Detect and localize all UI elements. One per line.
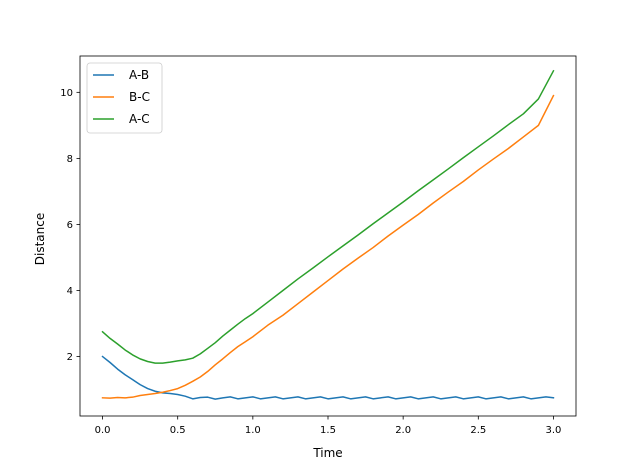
y-tick-label: 4 bbox=[67, 286, 73, 297]
x-tick-label: 1.5 bbox=[320, 425, 336, 436]
legend-box bbox=[86, 62, 163, 134]
series-lines bbox=[101, 69, 555, 400]
y-tick-label: 2 bbox=[67, 352, 73, 363]
y-tick-label: 10 bbox=[60, 88, 73, 99]
legend: A-B B-C A-C bbox=[86, 62, 163, 134]
y-tick-label: 8 bbox=[67, 154, 73, 165]
y-tick-label: 6 bbox=[67, 220, 73, 231]
x-axis-label: Time bbox=[312, 446, 342, 460]
x-tick-label: 0.0 bbox=[95, 425, 111, 436]
x-tick-label: 0.5 bbox=[170, 425, 186, 436]
y-axis-label: Distance bbox=[33, 213, 47, 265]
legend-label-a-b: A-B bbox=[129, 68, 149, 82]
series-line-b-c bbox=[101, 94, 555, 399]
series-line-a-c bbox=[101, 69, 555, 364]
x-tick-label: 3.0 bbox=[546, 425, 562, 436]
axes: 0.0 0.5 1.0 1.5 2.0 2.5 3.0 2 4 6 8 10 bbox=[60, 55, 577, 436]
series-line-a-b bbox=[101, 355, 555, 400]
legend-label-a-c: A-C bbox=[129, 112, 150, 126]
x-tick-label: 2.0 bbox=[395, 425, 411, 436]
x-tick-label: 1.0 bbox=[245, 425, 261, 436]
legend-label-b-c: B-C bbox=[129, 90, 150, 104]
x-tick-label: 2.5 bbox=[470, 425, 486, 436]
